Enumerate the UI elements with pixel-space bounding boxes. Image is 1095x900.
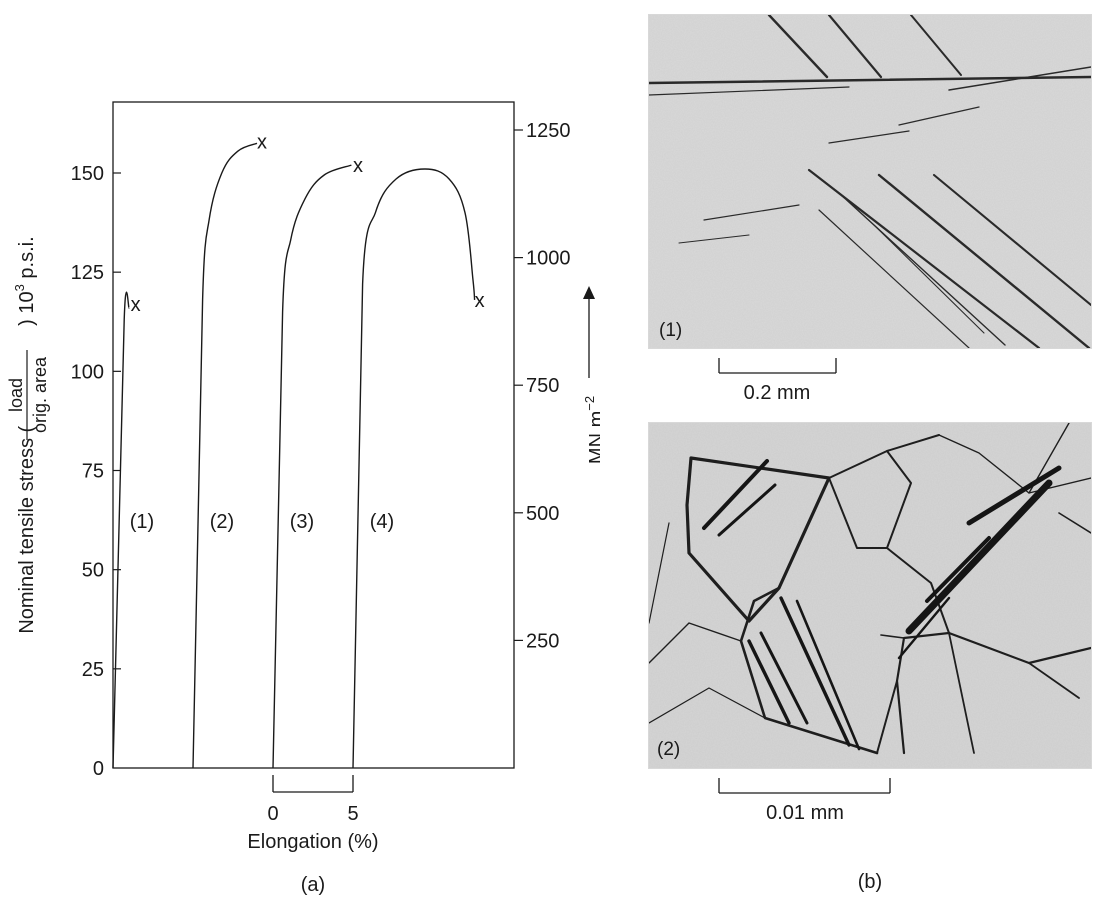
scale-bar-1-label: 0.2 mm: [744, 382, 811, 404]
micrograph-1-label: (1): [659, 320, 682, 341]
left-axis-ticks: 0 25 50 75 100 125 150: [71, 163, 121, 780]
curve-labels: (1) (2) (3) (4): [130, 511, 394, 533]
ylabel-left-fraction-num: load: [6, 378, 26, 412]
micrograph-2-label: (2): [657, 739, 680, 760]
fracture-marker-4: x: [475, 290, 485, 312]
fracture-marker-1: x: [131, 294, 141, 316]
ylabel-left-prefix: Nominal tensile stress (: [16, 425, 38, 633]
curve-1: [112, 291, 130, 769]
svg-text:MN m−2: MN m−2: [582, 396, 600, 464]
panel-a-label: (a): [301, 874, 325, 896]
curve-label-1: (1): [130, 511, 154, 533]
left-axis-label: Nominal tensile stress ( ) 103 p.s.i.: [12, 236, 38, 633]
scale-bar-2-label: 0.01 mm: [766, 802, 844, 824]
curve-4: [352, 168, 476, 769]
curve-label-4: (4): [370, 511, 394, 533]
elongation-scale-bar: 0 5: [267, 775, 359, 825]
fracture-marker-2: x: [257, 131, 267, 153]
curve-label-3: (3): [290, 511, 314, 533]
x-axis-label: Elongation (%): [247, 831, 378, 853]
left-tick-label: 150: [71, 163, 104, 185]
left-tick-label: 125: [71, 262, 104, 284]
curve-3: [272, 164, 352, 769]
micrograph-2: (2): [648, 422, 1092, 769]
ylabel-left-suffix: ) 10: [16, 291, 38, 325]
ylabel-right-exp: −2: [582, 396, 597, 411]
right-axis-ticks: 250 500 750 1000 1250: [514, 120, 571, 652]
right-tick-label: 750: [526, 375, 559, 397]
curves: x x x x: [112, 131, 485, 769]
left-tick-label: 100: [71, 361, 104, 383]
ylabel-fraction: load orig. area: [6, 350, 50, 440]
scale-bar-2: 0.01 mm: [718, 778, 891, 824]
right-tick-label: 250: [526, 630, 559, 652]
ylabel-left-fraction-den: orig. area: [30, 356, 50, 433]
micrograph-1-image: (1): [649, 15, 1091, 348]
right-tick-label: 500: [526, 503, 559, 525]
xscale-tick-0: 0: [267, 803, 278, 825]
curve-2: [192, 142, 258, 769]
left-tick-label: 75: [82, 461, 104, 483]
plot-frame: [112, 101, 515, 769]
left-tick-label: 0: [93, 758, 104, 780]
ylabel-left-exp: 3: [12, 284, 27, 291]
micrograph-2-image: (2): [649, 423, 1091, 768]
curve-label-2: (2): [210, 511, 234, 533]
xscale-tick-5: 5: [347, 803, 358, 825]
micrograph-1: (1): [648, 14, 1092, 349]
right-tick-label: 1250: [526, 120, 571, 142]
ylabel-right: MN m: [586, 411, 600, 464]
ylabel-left-unit: p.s.i.: [16, 236, 38, 284]
svg-text:Nominal tensile stress () 103: Nominal tensile stress ( ) 103 p.s.i.: [12, 236, 38, 633]
up-arrow-icon: [583, 286, 595, 299]
panel-b-label: (b): [857, 871, 883, 893]
scale-bar-1: 0.2 mm: [718, 358, 837, 404]
fracture-marker-3: x: [353, 155, 363, 177]
right-axis-label: MN m−2: [582, 396, 600, 464]
left-tick-label: 25: [82, 659, 104, 681]
left-tick-label: 50: [82, 560, 104, 582]
right-tick-label: 1000: [526, 248, 571, 270]
